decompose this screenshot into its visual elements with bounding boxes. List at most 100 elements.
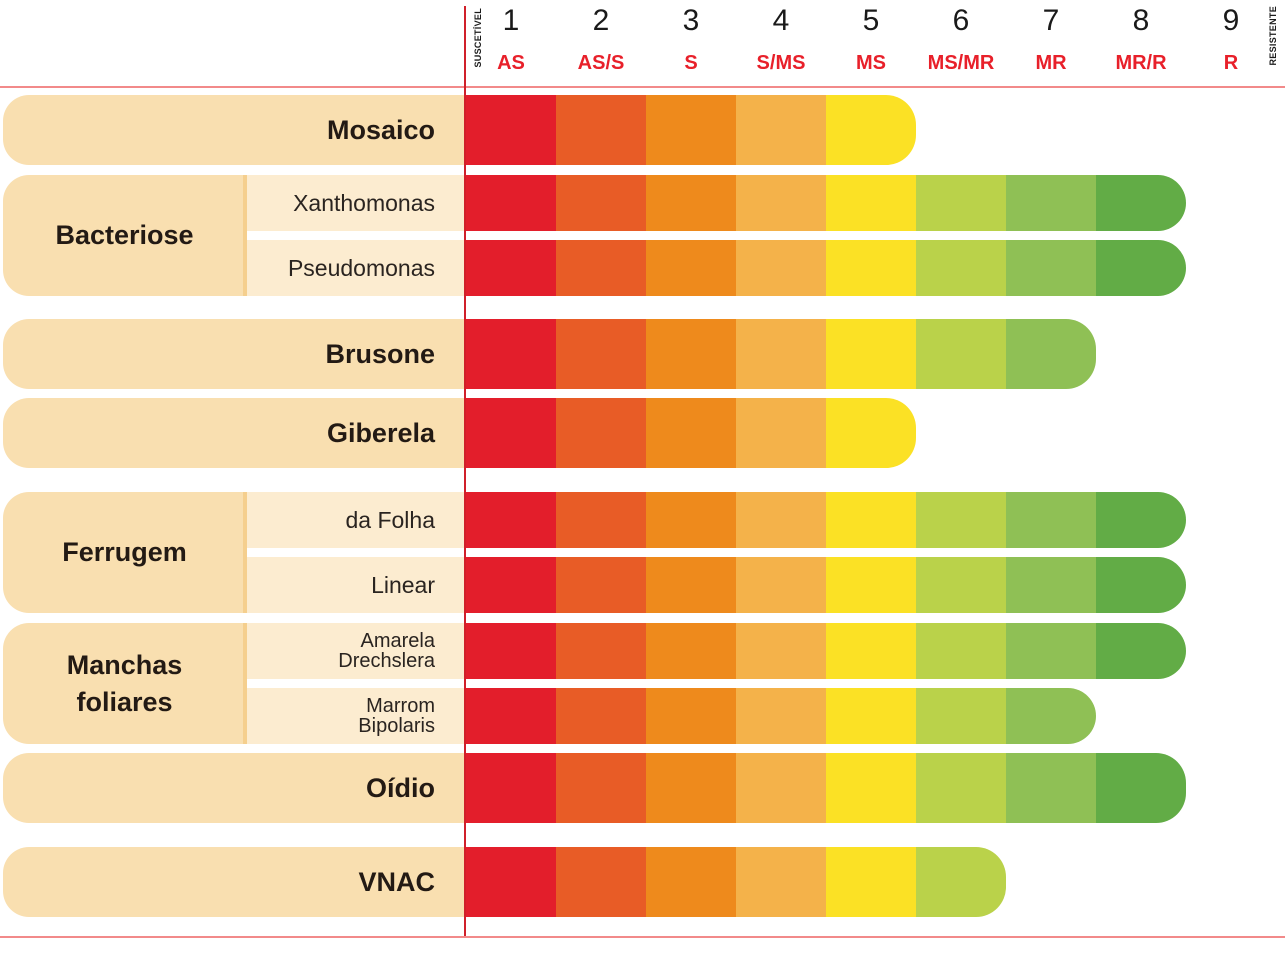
sub-disease-label: Pseudomonas — [287, 254, 435, 281]
bar-segment-3 — [646, 95, 736, 165]
bar-segment-5 — [826, 753, 916, 823]
bar-segment-6 — [916, 557, 1006, 613]
bottom-divider — [0, 936, 1285, 938]
row-label-box: Giberela — [3, 398, 465, 468]
scale-number-6: 6 — [952, 4, 970, 37]
bar-segment-3 — [646, 688, 736, 744]
bar-xanthomonas — [466, 175, 1186, 231]
scale-code-3: S — [684, 52, 698, 74]
bar-segment-8 — [1096, 175, 1186, 231]
bar-segment-1 — [466, 557, 556, 613]
bar-segment-5 — [826, 688, 916, 744]
bar-marrom-bipolaris — [466, 688, 1096, 744]
bar-segment-6 — [916, 847, 1006, 917]
bar-segment-5 — [826, 240, 916, 296]
bar-brusone — [466, 319, 1096, 389]
disease-label: Oídio — [366, 772, 435, 803]
bar-giberela — [466, 398, 916, 468]
group-divider — [243, 492, 247, 613]
group-label: Ferrugem — [62, 537, 187, 567]
group-label-box: Bacteriose — [3, 175, 246, 296]
scale-number-2: 2 — [592, 4, 610, 37]
bar-segment-2 — [556, 175, 646, 231]
bar-segment-6 — [916, 623, 1006, 679]
disease-label: Mosaico — [326, 114, 435, 145]
bar-segment-3 — [646, 623, 736, 679]
bar-segment-7 — [1006, 319, 1096, 389]
bar-segment-3 — [646, 753, 736, 823]
bar-segment-3 — [646, 557, 736, 613]
bar-segment-3 — [646, 240, 736, 296]
bar-segment-7 — [1006, 623, 1096, 679]
scale-code-1: AS — [497, 52, 525, 74]
group-divider — [243, 623, 247, 744]
bar-segment-5 — [826, 95, 916, 165]
bar-segment-5 — [826, 557, 916, 613]
bar-segment-6 — [916, 175, 1006, 231]
scale-code-7: MR — [1035, 52, 1067, 74]
sub-label-box: da Folha — [247, 492, 465, 548]
sub-disease-label: da Folha — [345, 506, 435, 533]
disease-label: Brusone — [325, 338, 435, 369]
bar-segment-4 — [736, 175, 826, 231]
sub-disease-label: Linear — [371, 571, 435, 598]
group-label-box: Manchas foliares — [3, 623, 246, 744]
bar-mosaico — [466, 95, 916, 165]
bar-segment-5 — [826, 847, 916, 917]
header-divider — [0, 86, 1285, 88]
sub-label-box: Amarela Drechslera — [247, 623, 465, 679]
scale-code-6: MS/MR — [927, 52, 995, 74]
bar-segment-2 — [556, 688, 646, 744]
row-label-box: VNAC — [3, 847, 465, 917]
bar-segment-6 — [916, 240, 1006, 296]
bar-segment-5 — [826, 175, 916, 231]
scale-start-line — [464, 6, 466, 936]
bar-segment-2 — [556, 319, 646, 389]
bar-segment-6 — [916, 753, 1006, 823]
bar-segment-7 — [1006, 240, 1096, 296]
bar-segment-1 — [466, 623, 556, 679]
scale-number-8: 8 — [1132, 4, 1150, 37]
scale-code-9: R — [1223, 52, 1239, 74]
group-label-box: Ferrugem — [3, 492, 246, 613]
bar-segment-2 — [556, 847, 646, 917]
bar-segment-7 — [1006, 492, 1096, 548]
group-label: Bacteriose — [55, 220, 194, 250]
scale-number-7: 7 — [1042, 4, 1060, 37]
sub-disease-label: Marrom Bipolaris — [358, 695, 435, 737]
bar-segment-3 — [646, 175, 736, 231]
bar-segment-2 — [556, 240, 646, 296]
bar-segment-8 — [1096, 753, 1186, 823]
bar-segment-7 — [1006, 175, 1096, 231]
bar-segment-5 — [826, 319, 916, 389]
bar-segment-4 — [736, 240, 826, 296]
bar-segment-8 — [1096, 623, 1186, 679]
bar-segment-2 — [556, 492, 646, 548]
bar-vnac — [466, 847, 1006, 917]
bar-segment-4 — [736, 688, 826, 744]
bar-segment-8 — [1096, 240, 1186, 296]
bar-segment-4 — [736, 95, 826, 165]
bar-da-folha — [466, 492, 1186, 548]
scale-number-3: 3 — [682, 4, 700, 37]
bar-segment-1 — [466, 753, 556, 823]
bar-segment-2 — [556, 557, 646, 613]
bar-segment-3 — [646, 847, 736, 917]
disease-label: Giberela — [326, 417, 435, 448]
bar-segment-1 — [466, 492, 556, 548]
bar-segment-1 — [466, 95, 556, 165]
bar-segment-7 — [1006, 753, 1096, 823]
bar-segment-3 — [646, 492, 736, 548]
bar-segment-8 — [1096, 557, 1186, 613]
sub-label-box: Xanthomonas — [247, 175, 465, 231]
sub-label-box: Linear — [247, 557, 465, 613]
sub-disease-label: Xanthomonas — [293, 189, 435, 216]
bar-segment-7 — [1006, 688, 1096, 744]
bar-segment-5 — [826, 492, 916, 548]
bar-segment-1 — [466, 319, 556, 389]
bar-segment-6 — [916, 492, 1006, 548]
bar-segment-1 — [466, 847, 556, 917]
disease-label: VNAC — [358, 866, 435, 897]
bar-segment-3 — [646, 398, 736, 468]
scale-code-2: AS/S — [577, 52, 625, 74]
